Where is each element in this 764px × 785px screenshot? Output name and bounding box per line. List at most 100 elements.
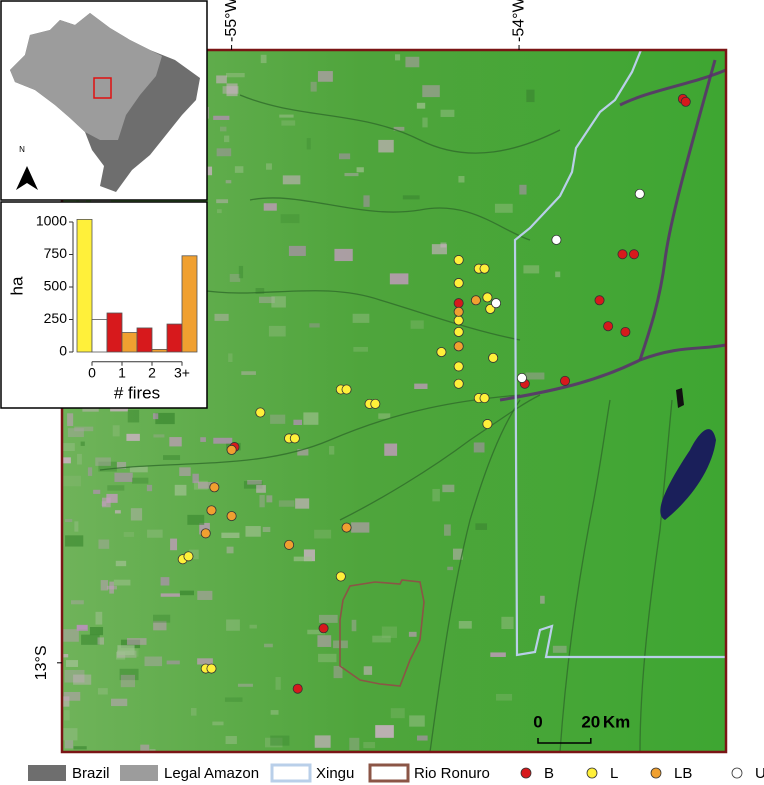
land-patch bbox=[62, 443, 75, 451]
land-patch bbox=[282, 175, 301, 185]
land-patch bbox=[192, 473, 199, 484]
legend-marker bbox=[650, 767, 662, 779]
land-patch bbox=[216, 75, 227, 84]
fire-point bbox=[206, 663, 217, 674]
land-patch bbox=[63, 691, 81, 701]
land-patch bbox=[259, 495, 265, 508]
land-patch bbox=[97, 688, 108, 695]
river bbox=[429, 399, 521, 752]
land-patch bbox=[268, 325, 286, 337]
fire-point bbox=[617, 249, 628, 260]
scale-line bbox=[537, 738, 592, 744]
land-patch bbox=[414, 383, 428, 389]
river bbox=[199, 289, 521, 341]
fire-point bbox=[491, 298, 502, 309]
lake bbox=[660, 429, 716, 520]
river bbox=[249, 197, 531, 241]
land-patch bbox=[62, 696, 70, 707]
land-patch bbox=[220, 126, 227, 132]
land-patch bbox=[80, 441, 85, 446]
x-tick-label: -55°W bbox=[223, 0, 240, 42]
y-tick-label: 750 bbox=[44, 245, 68, 261]
fire-point bbox=[284, 539, 295, 550]
bar bbox=[76, 218, 93, 353]
land-patch bbox=[65, 660, 79, 667]
land-patch bbox=[187, 514, 205, 525]
legend-swatch bbox=[368, 763, 410, 783]
land-patch bbox=[120, 674, 136, 688]
land-patch bbox=[440, 109, 455, 117]
land-patch bbox=[409, 715, 425, 727]
land-patch bbox=[95, 457, 111, 466]
land-patch bbox=[77, 453, 82, 465]
fire-point bbox=[335, 571, 346, 582]
land-patch bbox=[344, 172, 359, 177]
land-patch bbox=[390, 708, 405, 719]
land-patch bbox=[447, 566, 453, 571]
land-patch bbox=[318, 653, 337, 663]
land-patch bbox=[519, 184, 527, 195]
land-patch bbox=[278, 500, 295, 507]
land-patch bbox=[116, 461, 127, 469]
fire-point bbox=[183, 551, 194, 562]
land-patch bbox=[197, 658, 213, 665]
land-patch bbox=[228, 353, 233, 363]
water bbox=[638, 59, 717, 361]
land-patch bbox=[224, 135, 230, 143]
land-patch bbox=[65, 535, 84, 547]
land-patch bbox=[526, 89, 535, 103]
land-patch bbox=[63, 710, 70, 721]
land-patch bbox=[153, 614, 171, 623]
fire-point bbox=[453, 361, 464, 372]
legend-label: Legal Amazon bbox=[164, 765, 259, 782]
land-patch bbox=[166, 660, 180, 665]
land-patch bbox=[275, 677, 281, 690]
land-patch bbox=[114, 472, 133, 482]
land-patch bbox=[458, 176, 465, 183]
land-patch bbox=[225, 736, 237, 745]
fire-point bbox=[551, 234, 562, 245]
land-patch bbox=[389, 273, 409, 285]
fire-point bbox=[255, 407, 266, 418]
fire-point bbox=[209, 482, 220, 493]
legend-swatch bbox=[270, 763, 312, 783]
land-patch bbox=[247, 480, 262, 485]
land-patch bbox=[270, 414, 286, 424]
land-patch bbox=[123, 532, 135, 537]
land-patch bbox=[149, 749, 156, 752]
land-patch bbox=[140, 744, 150, 752]
river bbox=[239, 94, 561, 154]
land-patch bbox=[422, 117, 428, 128]
fire-point bbox=[453, 255, 464, 266]
land-patch bbox=[113, 579, 131, 586]
land-patch bbox=[237, 683, 253, 687]
land-patch bbox=[475, 523, 488, 530]
land-patch bbox=[317, 71, 333, 82]
land-patch bbox=[431, 244, 447, 255]
legend: Brazil Legal Amazon Xingu Rio Ronuro B L LB U bbox=[28, 763, 764, 783]
legend-swatch bbox=[28, 765, 66, 781]
land-patch bbox=[309, 323, 320, 328]
land-patch bbox=[74, 521, 79, 532]
points bbox=[177, 93, 691, 694]
land-patch bbox=[234, 166, 244, 173]
fire-point bbox=[341, 384, 352, 395]
land-patch bbox=[288, 245, 306, 256]
land-patch bbox=[405, 56, 420, 68]
land-patch bbox=[153, 620, 167, 631]
land-patch bbox=[314, 735, 331, 748]
y-axis-title: ha bbox=[7, 276, 26, 295]
x-tick-label: 2 bbox=[148, 365, 156, 381]
legend-marker bbox=[731, 767, 743, 779]
land-patch bbox=[501, 616, 514, 630]
fire-point bbox=[318, 623, 329, 634]
land-patch bbox=[351, 522, 370, 533]
land-patch bbox=[132, 477, 149, 484]
fire-point bbox=[453, 278, 464, 289]
land-patch bbox=[378, 413, 391, 419]
land-patch bbox=[243, 481, 263, 489]
land-patch bbox=[444, 524, 451, 536]
land-patch bbox=[297, 449, 309, 456]
land-patch bbox=[351, 619, 357, 632]
land-patch bbox=[197, 482, 218, 489]
